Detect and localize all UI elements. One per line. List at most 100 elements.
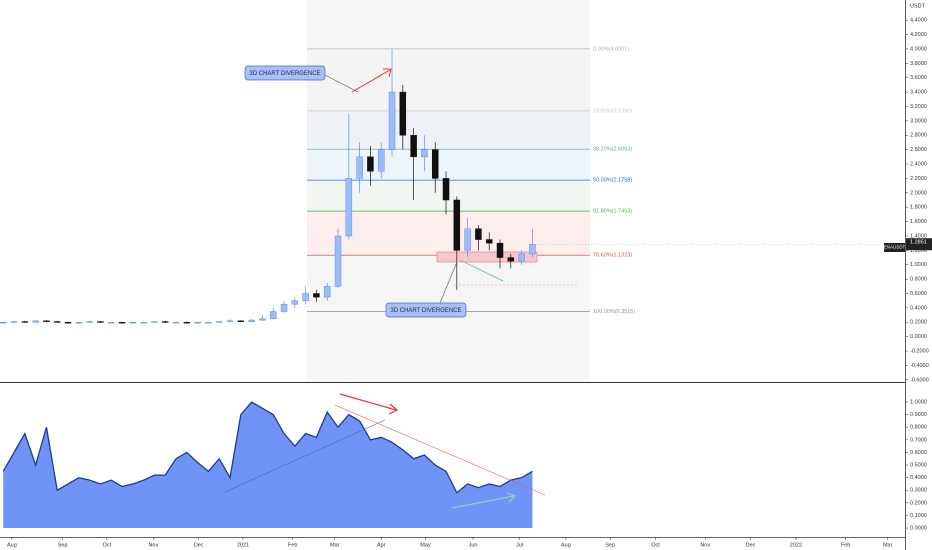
last-price-tag <box>906 238 932 251</box>
trend-line <box>334 404 546 496</box>
candle-body <box>410 134 417 158</box>
y-tick-label: 1.0000 <box>910 262 927 268</box>
candle-body <box>453 199 461 251</box>
candle-body <box>32 320 39 323</box>
candle-body <box>313 293 320 298</box>
fib-label: 38.20%(2.6063) <box>593 147 632 153</box>
support-box <box>436 251 538 263</box>
candle-body <box>64 322 72 324</box>
fib-label: 78.60%(1.1323) <box>593 253 632 259</box>
callout-text: 3D CHART DIVERGENCE <box>249 71 320 77</box>
y-tick-label: 1.2000 <box>910 248 927 254</box>
y-tick-label: 2.0000 <box>910 190 927 196</box>
y-tick-label: 0.4000 <box>910 305 927 311</box>
x-tick-label: Feb <box>841 542 850 548</box>
y-tick-label: 1.8000 <box>910 205 927 211</box>
candle-body <box>107 322 115 324</box>
y-tick-label: 1.0000 <box>910 399 927 405</box>
candle-body <box>140 322 147 324</box>
fib-band <box>307 255 590 312</box>
candle-body <box>183 322 191 324</box>
x-tick-label: Aug <box>561 542 571 548</box>
y-tick-label: 0.4000 <box>910 475 927 481</box>
candle-body <box>129 322 137 324</box>
callout-box <box>244 65 326 81</box>
y-tick-label: 0.0000 <box>910 526 927 532</box>
candle-body <box>388 91 396 150</box>
x-tick-label: Jun <box>469 542 478 548</box>
candle-body <box>518 253 525 262</box>
candle-body <box>507 257 515 262</box>
candle-body <box>21 321 29 323</box>
y-tick-label: 3.4000 <box>910 90 927 96</box>
callout-pointer <box>439 261 458 304</box>
y-tick-label: 2.6000 <box>910 147 927 153</box>
y-tick-label: -0.4000 <box>910 363 929 369</box>
candle-body <box>367 156 374 172</box>
indicator-area <box>3 402 533 529</box>
x-tick-label: Dec <box>194 542 204 548</box>
x-tick-label: Mar <box>883 542 893 548</box>
indicator-line <box>2 401 533 494</box>
candle-body <box>302 293 309 301</box>
candle-body <box>97 321 104 323</box>
arrow <box>459 259 504 282</box>
arrow <box>351 69 391 93</box>
fib-band <box>307 48 590 111</box>
x-tick-label: Sep <box>605 542 615 548</box>
fib-label: 61.80%(1.7453) <box>593 209 632 215</box>
fib-label: 100.00%(0.3515) <box>593 309 635 315</box>
candle-body <box>151 321 158 323</box>
y-tick-label: 0.6000 <box>910 291 927 297</box>
candle-body <box>485 239 493 244</box>
candle-body <box>43 320 50 322</box>
candle-body <box>431 149 439 179</box>
x-tick-label: 2021 <box>237 542 249 548</box>
y-tick-label: 4.4000 <box>910 18 927 24</box>
y-tick-label: 2.8000 <box>910 133 927 139</box>
arrow-head <box>388 403 399 415</box>
callout-pointer <box>324 74 359 93</box>
symbol-label: ENAUSDT <box>884 245 906 250</box>
candle-body <box>248 319 255 322</box>
y-tick-label: 0.0000 <box>910 334 927 340</box>
y-tick-label: 1.6000 <box>910 219 927 225</box>
y-tick-label: 0.1000 <box>910 513 927 519</box>
y-tick-label: 1.4000 <box>910 233 927 239</box>
x-tick-label: Apr <box>377 542 386 548</box>
y-tick-label: 3.6000 <box>910 75 927 81</box>
candle-body <box>215 321 223 323</box>
fib-band <box>307 211 590 256</box>
candle-body <box>0 322 7 324</box>
x-tick-label: Sep <box>58 542 68 548</box>
arrow-head <box>383 68 392 78</box>
candle-body <box>529 243 536 255</box>
candle-body <box>172 322 180 324</box>
y-tick-label: 2.2000 <box>910 176 927 182</box>
candle-body <box>496 242 504 258</box>
x-tick-label: Mar <box>330 542 340 548</box>
candle-body <box>237 320 245 322</box>
y-tick-label: 0.8000 <box>910 277 927 283</box>
y-tick-label: 0.9000 <box>910 412 927 418</box>
callout-box <box>385 302 467 318</box>
fib-band <box>307 110 590 150</box>
y-tick-label: 0.2000 <box>910 320 927 326</box>
x-tick-label: 2022 <box>790 542 802 548</box>
callout-text: 3D CHART DIVERGENCE <box>390 308 461 314</box>
fib-label: 23.60%(3.1390) <box>593 108 632 114</box>
y-tick-label: -0.6000 <box>910 377 929 383</box>
y-tick-label: 3.0000 <box>910 118 927 124</box>
candle-body <box>205 322 212 324</box>
fib-label: 0.00%(4.0001) <box>593 46 629 52</box>
y-tick-label: 0.8000 <box>910 425 927 431</box>
candle-body <box>291 300 299 305</box>
candle-body <box>280 304 288 312</box>
arrow <box>339 393 397 411</box>
candle-body <box>323 286 331 298</box>
candle-body <box>345 178 353 237</box>
fib-band <box>307 149 590 181</box>
y-tick-label: 4.0000 <box>910 46 927 52</box>
